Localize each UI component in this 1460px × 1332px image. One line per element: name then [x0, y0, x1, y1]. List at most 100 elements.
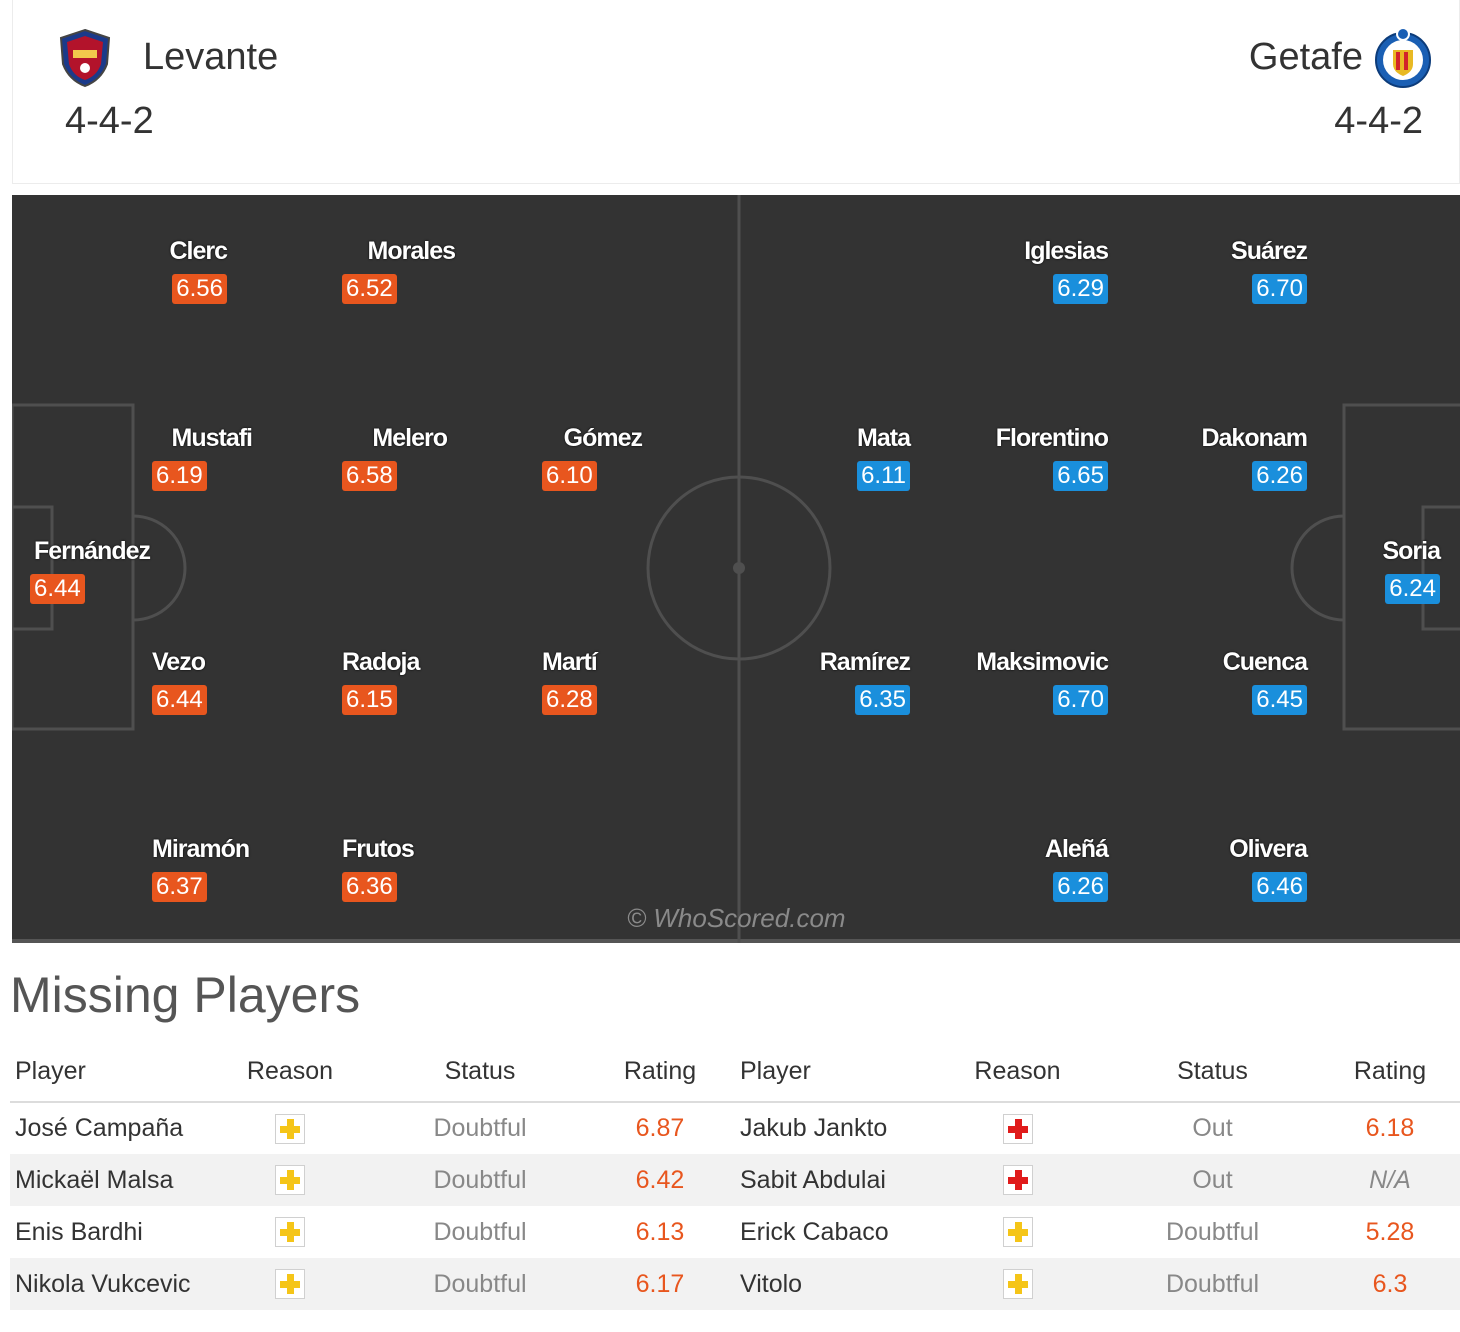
player-name: Miramón	[152, 835, 250, 863]
away-missing-status: Doubtful	[1105, 1258, 1320, 1310]
player-home-melero[interactable]: Melero 6.58	[342, 424, 448, 491]
player-rating: 6.70	[1252, 274, 1307, 304]
col-header-rating[interactable]: Rating	[1320, 1042, 1460, 1103]
player-rating: 6.36	[342, 872, 397, 902]
player-home-clerc[interactable]: Clerc 6.56	[152, 237, 228, 304]
player-home-radoja[interactable]: Radoja 6.15	[342, 648, 442, 715]
player-name: Martí	[542, 648, 598, 676]
col-header-player[interactable]: Player	[10, 1042, 205, 1103]
getafe-crest-icon[interactable]	[1371, 26, 1435, 90]
player-rating: 6.29	[1053, 274, 1108, 304]
away-missing-reason	[930, 1206, 1105, 1258]
away-missing-status: Out	[1105, 1154, 1320, 1206]
away-missing-reason	[930, 1154, 1105, 1206]
yellow-cross-icon[interactable]	[275, 1113, 305, 1144]
player-rating: 6.58	[342, 461, 397, 491]
player-rating: 6.44	[152, 685, 207, 715]
pitch-markings	[12, 195, 1460, 943]
yellow-cross-icon[interactable]	[275, 1217, 305, 1248]
player-rating: 6.45	[1252, 685, 1307, 715]
away-missing-player[interactable]: Vitolo	[735, 1258, 930, 1310]
table-row: José Campaña Doubtful 6.87 Jakub Jankto …	[10, 1102, 1460, 1154]
yellow-cross-icon[interactable]	[275, 1165, 305, 1196]
player-home-miramon[interactable]: Miramón 6.37	[152, 835, 272, 902]
col-header-reason[interactable]: Reason	[205, 1042, 375, 1103]
table-row: Nikola Vukcevic Doubtful 6.17 Vitolo Dou…	[10, 1258, 1460, 1310]
home-missing-rating: 6.13	[635, 1217, 685, 1246]
player-rating: 6.44	[30, 574, 85, 604]
player-name: Dakonam	[1201, 424, 1308, 452]
home-missing-status: Doubtful	[375, 1258, 585, 1310]
player-home-vezo[interactable]: Vezo 6.44	[152, 648, 242, 715]
player-rating: 6.24	[1385, 574, 1440, 604]
col-header-status[interactable]: Status	[1105, 1042, 1320, 1103]
away-missing-rating: 5.28	[1365, 1217, 1415, 1246]
player-away-olivera[interactable]: Olivera 6.46	[1162, 835, 1308, 902]
pitch: Clerc 6.56 Morales 6.52 Mustafi 6.19 Mel…	[12, 195, 1460, 943]
player-name: Olivera	[1229, 835, 1308, 863]
col-header-player[interactable]: Player	[735, 1042, 930, 1103]
home-missing-player[interactable]: Enis Bardhi	[15, 1217, 143, 1246]
yellow-cross-icon[interactable]	[275, 1269, 305, 1300]
away-formation: 4-4-2	[1334, 100, 1423, 142]
away-missing-status: Out	[1192, 1114, 1233, 1142]
home-missing-reason	[205, 1102, 375, 1154]
away-missing-reason	[930, 1102, 1105, 1154]
player-name: Melero	[372, 424, 448, 452]
player-away-dakonam[interactable]: Dakonam 6.26	[1162, 424, 1308, 491]
missing-players-table: Player Reason Status Rating Player Reaso…	[10, 1042, 1460, 1310]
yellow-cross-icon[interactable]	[1002, 1269, 1033, 1300]
player-away-mata[interactable]: Mata 6.11	[792, 424, 911, 491]
player-away-alena[interactable]: Aleñá 6.26	[962, 835, 1109, 902]
table-header-row: Player Reason Status Rating Player Reaso…	[10, 1042, 1460, 1103]
player-away-soria[interactable]: Soria 6.24	[1342, 537, 1441, 604]
away-missing-rating: 6.3	[1320, 1258, 1460, 1310]
player-name: Clerc	[169, 237, 228, 265]
player-away-iglesias[interactable]: Iglesias 6.29	[962, 237, 1109, 304]
table-row: Enis Bardhi Doubtful 6.13 Erick Cabaco D…	[10, 1206, 1460, 1258]
player-away-maksimovic[interactable]: Maksimovic 6.70	[962, 648, 1109, 715]
col-header-status[interactable]: Status	[375, 1042, 585, 1103]
player-rating: 6.28	[542, 685, 597, 715]
player-home-mustafi[interactable]: Mustafi 6.19	[152, 424, 253, 491]
col-header-rating[interactable]: Rating	[585, 1042, 735, 1103]
player-name: Morales	[367, 237, 456, 265]
player-home-frutos[interactable]: Frutos 6.36	[342, 835, 442, 902]
levante-crest-icon[interactable]	[53, 26, 117, 90]
away-team-name[interactable]: Getafe	[1248, 36, 1363, 78]
red-cross-icon[interactable]	[1002, 1165, 1033, 1196]
player-home-morales[interactable]: Morales 6.52	[342, 237, 456, 304]
red-cross-icon[interactable]	[1002, 1113, 1033, 1144]
player-home-gomez[interactable]: Gómez 6.10	[542, 424, 643, 491]
player-name: Suárez	[1231, 237, 1308, 265]
yellow-cross-icon[interactable]	[1002, 1217, 1033, 1248]
away-missing-player[interactable]: Sabit Abdulai	[735, 1154, 930, 1206]
player-away-florentino[interactable]: Florentino 6.65	[962, 424, 1109, 491]
away-missing-player[interactable]: Erick Cabaco	[740, 1217, 889, 1246]
match-header: Levante 4-4-2 Getafe 4-4-2	[12, 0, 1460, 184]
player-rating: 6.15	[342, 685, 397, 715]
home-missing-player[interactable]: Nikola Vukcevic	[10, 1258, 205, 1310]
player-rating: 6.52	[342, 274, 397, 304]
home-team-name[interactable]: Levante	[143, 36, 279, 78]
player-rating: 6.46	[1252, 872, 1307, 902]
col-header-reason[interactable]: Reason	[930, 1042, 1105, 1103]
away-missing-player[interactable]: Jakub Jankto	[740, 1114, 888, 1142]
home-missing-reason	[205, 1258, 375, 1310]
home-missing-rating: 6.87	[635, 1114, 685, 1142]
home-missing-player[interactable]: José Campaña	[15, 1114, 184, 1142]
away-missing-status: Doubtful	[1165, 1217, 1260, 1246]
player-home-marti[interactable]: Martí 6.28	[542, 648, 632, 715]
home-missing-status: Doubtful	[433, 1217, 527, 1246]
player-away-ramirez[interactable]: Ramírez 6.35	[792, 648, 911, 715]
home-missing-reason	[205, 1154, 375, 1206]
player-name: Aleñá	[1044, 835, 1109, 863]
player-away-cuenca[interactable]: Cuenca 6.45	[1162, 648, 1308, 715]
home-missing-player[interactable]: Mickaël Malsa	[10, 1154, 205, 1206]
home-missing-reason	[205, 1206, 375, 1258]
player-home-fernandez[interactable]: Fernández 6.44	[30, 537, 151, 604]
player-rating: 6.10	[542, 461, 597, 491]
player-away-suarez[interactable]: Suárez 6.70	[1162, 237, 1308, 304]
player-rating: 6.70	[1053, 685, 1108, 715]
player-name: Vezo	[152, 648, 206, 676]
